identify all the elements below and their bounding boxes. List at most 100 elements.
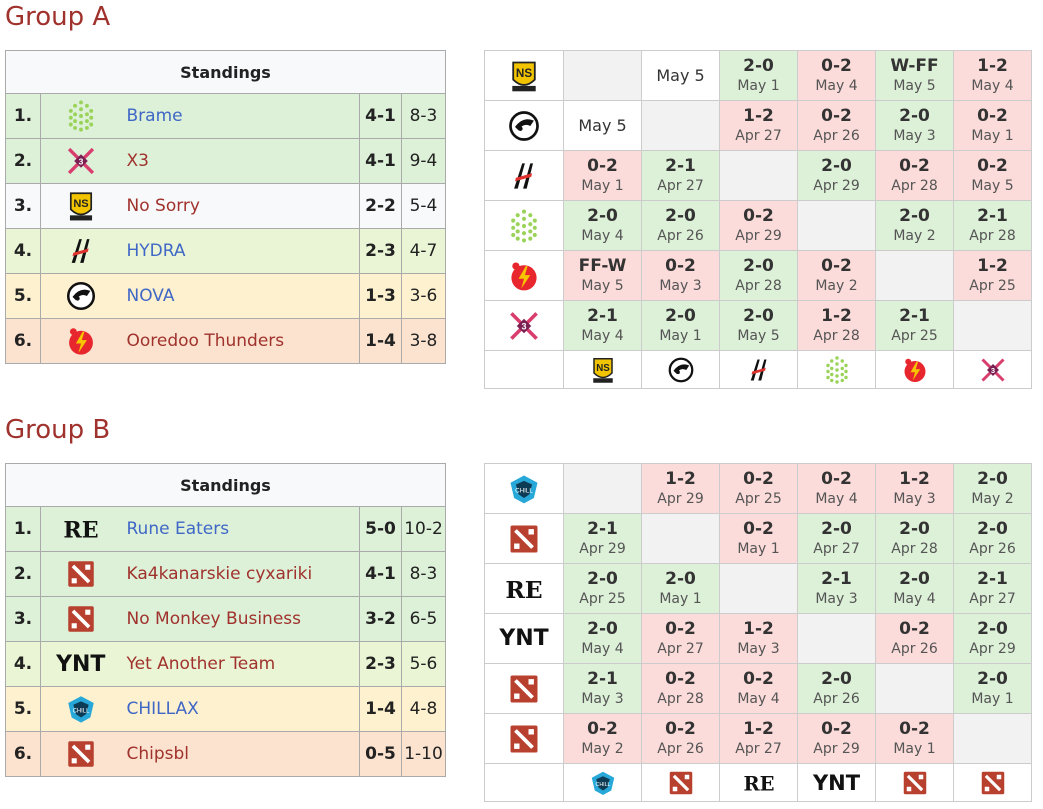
match-score: 2-1 [587,518,618,539]
match-result: 0-2 Apr 28 [875,150,954,201]
match-score: 2-0 [899,568,930,589]
x3-logo: 3 [64,147,98,175]
crosstable-row: FF-W May 5 0-2 May 3 2-0 Apr 28 0-2 May 2 1-2 Apr… [484,250,1032,301]
scheduled-match: May 5 [563,100,642,151]
team-name-cell: No Sorry [120,183,360,229]
match-score: 1-2 [743,618,774,639]
series-record: 4-1 [359,551,402,597]
rank: 6. [5,318,41,364]
match-score: 2-0 [665,305,696,326]
team-link[interactable]: Rune Eaters [126,519,230,539]
scheduled-match: May 5 [641,50,720,101]
team-link[interactable]: Yet Another Team [126,654,276,674]
match-result: 1-2 Apr 27 [719,713,798,764]
match-result: 2-0 Apr 29 [797,150,876,201]
standings-row: 2. Ka4kanarskie cyxariki 4-1 8-3 [5,551,446,597]
match-date: May 2 [581,740,624,757]
match-date: May 1 [971,690,1014,707]
team-link[interactable]: Chipsbl [126,744,190,764]
match-date: May 5 [737,327,780,344]
standings-row: 6. Ooredoo Thunders 1-4 3-8 [5,318,446,364]
standings-header-row: Standings [5,463,446,507]
match-result: 0-2 Apr 29 [719,200,798,251]
match-result: 0-2 May 5 [953,150,1032,201]
match-result: 0-2 Apr 26 [641,713,720,764]
team-link[interactable]: X3 [126,151,149,171]
match-result: 1-2 Apr 28 [797,300,876,351]
crosstable-row: RE 2-0 Apr 25 2-0 May 1 2-1 May 3 2-0 May 4 2-1 Ap… [484,563,1032,614]
ynt-logo: YNT [499,626,549,651]
match-date: Apr 27 [813,540,860,557]
match-date: Apr 27 [735,740,782,757]
team-link[interactable]: Ooredoo Thunders [126,331,285,351]
match-result: 0-2 Apr 28 [641,663,720,714]
match-date: May 4 [815,77,858,94]
team-logo [40,318,121,364]
rank: 5. [5,686,41,732]
team-name-cell: NOVA [120,273,360,319]
match-result: 2-0 May 1 [641,300,720,351]
team-link[interactable]: CHILLAX [126,699,199,719]
match-date: Apr 29 [969,640,1016,657]
team-link[interactable]: No Monkey Business [126,609,302,629]
svg-text:3: 3 [990,366,994,375]
rune-eaters-logo: RE [64,518,98,544]
team-name-cell: Brame [120,93,360,139]
empty-cell [953,713,1032,764]
team-link[interactable]: HYDRA [126,241,186,261]
team-logo [40,731,121,777]
match-date: May 4 [815,490,858,507]
match-score: 1-2 [665,468,696,489]
match-score: 2-0 [977,618,1008,639]
match-score: 2-0 [899,518,930,539]
match-score: 0-2 [743,205,774,226]
x3-logo: 3 [506,311,542,340]
chillax-logo: CHILL [506,475,542,503]
match-date: May 3 [581,690,624,707]
match-date: May 1 [659,327,702,344]
column-team-logo [953,763,1032,802]
match-date: Apr 28 [813,327,860,344]
series-record: 2-3 [359,641,402,687]
game-record: 3-8 [401,318,446,364]
match-date: May 5 [578,116,627,135]
match-date: May 3 [737,640,780,657]
group-a-crosstable: NS May 5 2-0 May 1 0-2 May 4 W-FF May 5 1-2 May 4… [484,50,1032,389]
match-date: May 2 [815,277,858,294]
team-link[interactable]: No Sorry [126,196,200,216]
row-team-logo: CHILL [484,463,564,514]
match-date: May 4 [581,227,624,244]
match-result: 2-0 Apr 29 [953,613,1032,664]
match-result: 2-0 Apr 28 [719,250,798,301]
brame-logo [64,100,98,132]
group-a-title: Group A [5,2,111,32]
match-date: Apr 28 [969,227,1016,244]
standings-row: 3. NS No Sorry 2-2 5-4 [5,183,446,229]
row-team-logo [484,713,564,764]
match-result: 0-2 May 1 [875,713,954,764]
team-name-cell: Rune Eaters [120,506,360,552]
svg-text:CHILL: CHILL [515,487,533,494]
dota-logo [900,771,930,794]
team-link[interactable]: NOVA [126,286,175,306]
game-record: 5-4 [401,183,446,229]
team-link[interactable]: Ka4kanarskie cyxariki [126,564,313,584]
match-date: Apr 26 [657,740,704,757]
game-record: 4-8 [401,686,446,732]
dota-logo [506,675,542,702]
match-result: 2-1 Apr 29 [563,513,642,564]
nova-logo [666,357,696,382]
nova-logo [64,281,98,311]
row-team-logo: YNT [484,613,564,664]
standings-header-row: Standings [5,50,446,94]
match-score: 2-0 [587,618,618,639]
match-score: 0-2 [977,105,1008,126]
crosstable-footer-row: CHILL RE YNT [484,763,1032,802]
match-score: 2-0 [821,518,852,539]
team-link[interactable]: Brame [126,106,183,126]
match-result: 2-0 Apr 25 [563,563,642,614]
match-score: 2-1 [977,568,1008,589]
rune-eaters-logo: RE [506,576,542,604]
match-result: 1-2 May 4 [953,50,1032,101]
standings-row: 5. CHILL CHILLAX 1-4 4-8 [5,686,446,732]
